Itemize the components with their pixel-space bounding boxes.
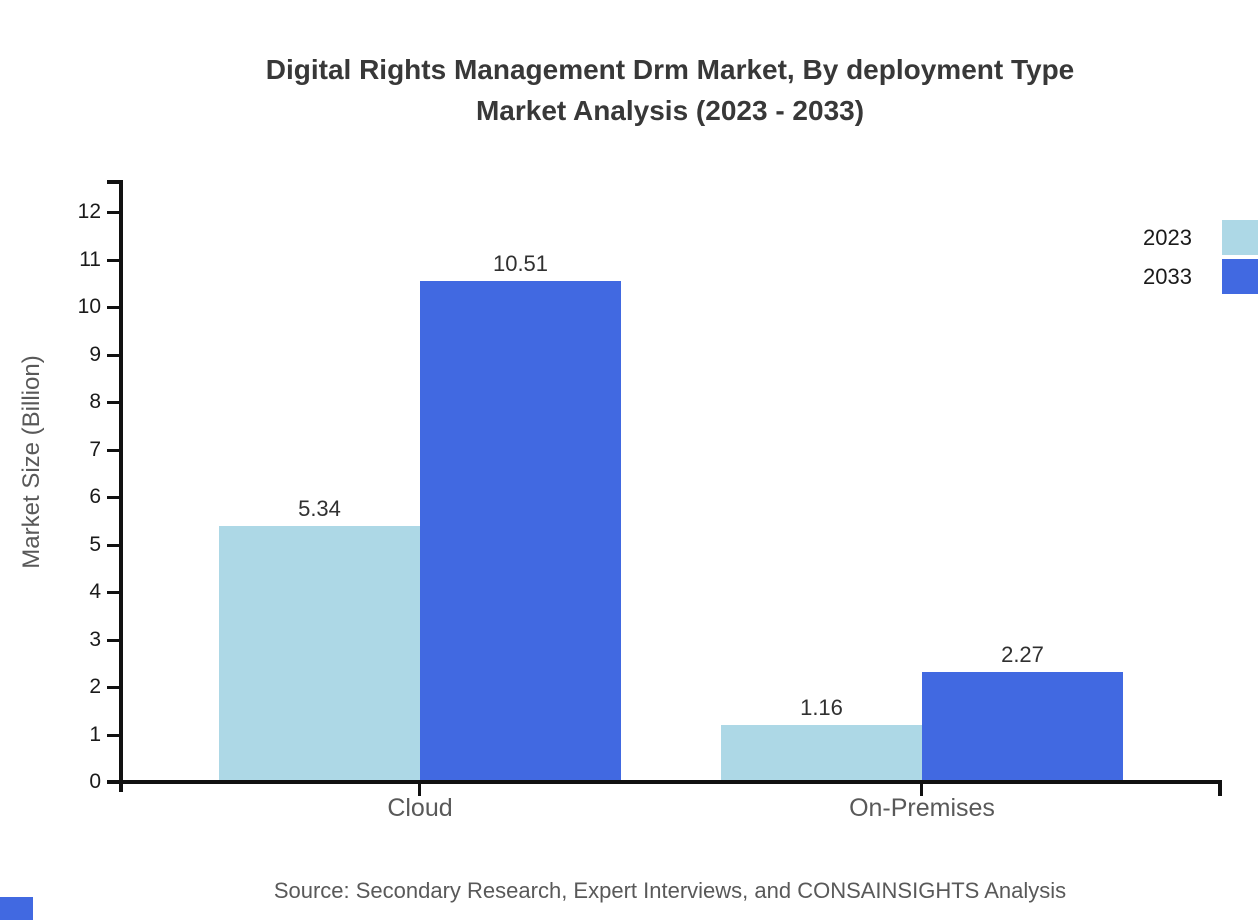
- bar-on-premises-2023: [721, 725, 922, 780]
- y-axis-tick: [107, 306, 121, 309]
- x-category-label: On-Premises: [849, 794, 995, 822]
- y-axis-tick: [107, 354, 121, 357]
- source-note: Source: Secondary Research, Expert Inter…: [273, 878, 1067, 903]
- legend-label: 2033: [1143, 264, 1192, 289]
- legend: 2023 2033: [1143, 220, 1258, 298]
- legend-label: 2023: [1143, 225, 1192, 250]
- legend-swatch-icon: [1222, 259, 1258, 294]
- legend-swatch-icon: [1222, 220, 1258, 255]
- legend-item-2023: 2023: [1143, 220, 1258, 255]
- legend-item-2033: 2033: [1143, 259, 1258, 294]
- y-axis-tick: [107, 211, 121, 214]
- y-axis-tick: [107, 734, 121, 737]
- bar-value-label: 10.51: [492, 251, 549, 276]
- bar-value-label: 5.34: [298, 496, 341, 521]
- y-tick-label: 6: [89, 485, 101, 508]
- chart-title-line2: Market Analysis (2023 - 2033): [475, 95, 865, 126]
- x-axis-line: [107, 780, 1222, 784]
- y-tick-label: 8: [89, 390, 101, 413]
- y-tick-label: 1: [89, 723, 101, 746]
- x-axis-tick: [418, 780, 421, 796]
- bar-value-label: 1.16: [800, 695, 843, 720]
- y-tick-label: 11: [79, 248, 101, 271]
- y-tick-label: 3: [89, 628, 101, 651]
- chart-title-line1: Digital Rights Management Drm Market, By…: [265, 54, 1075, 85]
- bar-cloud-2033: [420, 281, 621, 780]
- y-tick-label: 4: [89, 580, 101, 603]
- y-tick-label: 2: [89, 675, 101, 698]
- y-axis-tick: [107, 686, 121, 689]
- brand-mark: [0, 897, 33, 920]
- x-axis-tick: [920, 780, 923, 796]
- y-axis-tick: [107, 544, 121, 547]
- y-tick-label: 10: [77, 295, 101, 318]
- y-axis-line: [119, 180, 123, 792]
- y-axis-end-cap: [107, 180, 123, 184]
- y-tick-label: 7: [89, 438, 101, 461]
- y-axis-tick: [107, 639, 121, 642]
- x-category-label: Cloud: [387, 794, 453, 822]
- y-axis-tick: [107, 401, 121, 404]
- y-axis-tick: [107, 781, 121, 784]
- bar-on-premises-2033: [922, 672, 1123, 780]
- y-axis-tick: [107, 591, 121, 594]
- x-axis-end-cap: [1218, 780, 1222, 796]
- y-axis-tick: [107, 496, 121, 499]
- bar-value-label: 2.27: [1001, 642, 1044, 667]
- y-tick-label: 9: [89, 343, 101, 366]
- y-tick-label: 0: [89, 770, 101, 793]
- y-axis-tick: [107, 259, 121, 262]
- chart-title: Digital Rights Management Drm Market, By…: [78, 49, 1260, 131]
- y-axis-tick: [107, 449, 121, 452]
- bar-cloud-2023: [219, 526, 420, 780]
- y-tick-label: 12: [77, 200, 101, 223]
- y-tick-label: 5: [89, 533, 101, 556]
